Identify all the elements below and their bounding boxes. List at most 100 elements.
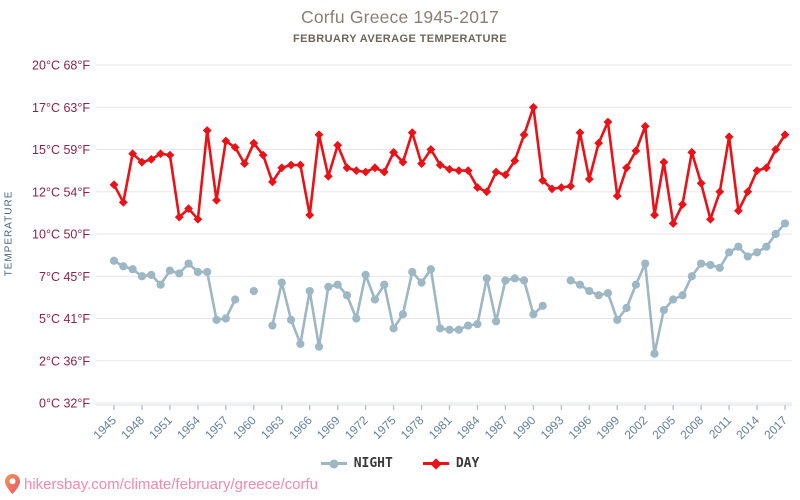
day-point-1988[interactable] (510, 156, 520, 166)
day-point-1958[interactable] (230, 142, 240, 152)
day-point-1957[interactable] (221, 136, 231, 146)
night-point-2002[interactable] (641, 259, 650, 268)
night-point-1979[interactable] (426, 265, 435, 274)
night-point-2010[interactable] (715, 263, 724, 272)
day-point-1959[interactable] (240, 159, 249, 168)
night-point-1994[interactable] (566, 276, 575, 285)
day-point-1969[interactable] (333, 140, 343, 150)
day-point-1990[interactable] (528, 102, 538, 112)
day-point-2013[interactable] (743, 187, 753, 197)
day-point-1998[interactable] (603, 117, 613, 127)
night-point-2014[interactable] (752, 248, 762, 257)
day-point-1983[interactable] (463, 166, 473, 176)
day-point-1968[interactable] (323, 171, 333, 181)
night-point-1971[interactable] (352, 314, 361, 323)
night-point-1947[interactable] (128, 265, 137, 274)
night-point-1980[interactable] (436, 324, 445, 333)
day-point-1982[interactable] (454, 166, 464, 176)
day-point-2009[interactable] (706, 214, 715, 224)
day-point-1950[interactable] (156, 149, 165, 159)
day-point-1984[interactable] (473, 183, 482, 192)
night-point-1998[interactable] (603, 289, 613, 298)
day-point-1960[interactable] (249, 138, 259, 148)
night-point-1968[interactable] (324, 282, 333, 291)
day-point-2016[interactable] (771, 145, 781, 154)
night-point-1953[interactable] (184, 259, 193, 268)
day-point-1970[interactable] (342, 163, 352, 173)
legend-item-night[interactable]: NIGHT (320, 456, 393, 471)
night-point-2007[interactable] (687, 272, 696, 281)
night-point-2008[interactable] (697, 259, 706, 268)
day-point-2012[interactable] (734, 206, 743, 216)
day-point-2007[interactable] (687, 147, 697, 157)
footer-link[interactable]: hikersbay.com/climate/february/greece/co… (24, 475, 319, 493)
day-point-1963[interactable] (277, 163, 287, 173)
day-point-1964[interactable] (286, 160, 296, 170)
night-point-1990[interactable] (529, 310, 538, 319)
night-point-1960[interactable] (249, 286, 258, 296)
legend-item-day[interactable]: DAY (422, 456, 479, 471)
day-point-1961[interactable] (258, 150, 268, 160)
day-point-2003[interactable] (650, 210, 659, 220)
night-point-1999[interactable] (613, 315, 622, 325)
day-point-1980[interactable] (435, 160, 445, 170)
night-point-1976[interactable] (398, 310, 408, 319)
day-point-1953[interactable] (184, 204, 193, 214)
night-point-1985[interactable] (482, 274, 491, 283)
night-point-1978[interactable] (417, 278, 426, 287)
day-point-1979[interactable] (426, 145, 436, 154)
night-point-2016[interactable] (771, 229, 780, 239)
day-point-1974[interactable] (379, 167, 389, 177)
night-point-1956[interactable] (212, 315, 221, 325)
night-point-1991[interactable] (538, 301, 547, 310)
day-point-1965[interactable] (295, 160, 305, 170)
night-point-2006[interactable] (678, 291, 687, 300)
day-point-1946[interactable] (118, 197, 128, 207)
day-point-2004[interactable] (659, 157, 669, 167)
night-point-1955[interactable] (203, 267, 212, 277)
day-point-1952[interactable] (174, 212, 184, 222)
day-point-1978[interactable] (417, 159, 426, 168)
day-point-1945[interactable] (109, 180, 119, 190)
night-point-1950[interactable] (156, 280, 165, 289)
night-point-1989[interactable] (519, 276, 529, 285)
day-point-2014[interactable] (752, 166, 762, 176)
day-point-2010[interactable] (715, 187, 725, 197)
day-point-1962[interactable] (268, 177, 277, 187)
day-point-1996[interactable] (584, 174, 594, 184)
night-point-2013[interactable] (743, 252, 752, 261)
night-point-1974[interactable] (380, 280, 389, 289)
night-point-1970[interactable] (342, 291, 352, 300)
night-point-2005[interactable] (669, 295, 678, 304)
night-point-1982[interactable] (454, 325, 463, 334)
day-point-2008[interactable] (696, 178, 706, 188)
night-point-1988[interactable] (510, 274, 519, 283)
night-point-1957[interactable] (221, 314, 230, 323)
day-point-1994[interactable] (566, 181, 576, 191)
night-point-2009[interactable] (706, 260, 715, 270)
day-point-2015[interactable] (761, 163, 771, 173)
day-point-1954[interactable] (193, 214, 203, 224)
night-point-1963[interactable] (277, 278, 286, 287)
day-point-2005[interactable] (668, 219, 678, 228)
night-point-1951[interactable] (165, 266, 175, 275)
night-point-1964[interactable] (286, 315, 296, 325)
day-point-1975[interactable] (389, 147, 398, 157)
day-point-1947[interactable] (128, 149, 138, 159)
night-point-1958[interactable] (231, 295, 240, 304)
day-point-1991[interactable] (538, 176, 548, 185)
day-point-1951[interactable] (165, 150, 175, 160)
night-point-1984[interactable] (473, 320, 482, 329)
day-point-1989[interactable] (519, 130, 529, 140)
night-point-2015[interactable] (762, 242, 771, 251)
night-point-1949[interactable] (147, 270, 156, 279)
night-point-1962[interactable] (268, 321, 277, 330)
day-point-2006[interactable] (678, 200, 687, 209)
night-point-1997[interactable] (594, 291, 603, 300)
night-point-1967[interactable] (314, 342, 324, 351)
night-point-1946[interactable] (119, 262, 128, 271)
day-point-1993[interactable] (556, 183, 566, 192)
night-point-2017[interactable] (780, 219, 790, 228)
day-point-1981[interactable] (445, 164, 454, 174)
night-point-2003[interactable] (650, 349, 659, 358)
